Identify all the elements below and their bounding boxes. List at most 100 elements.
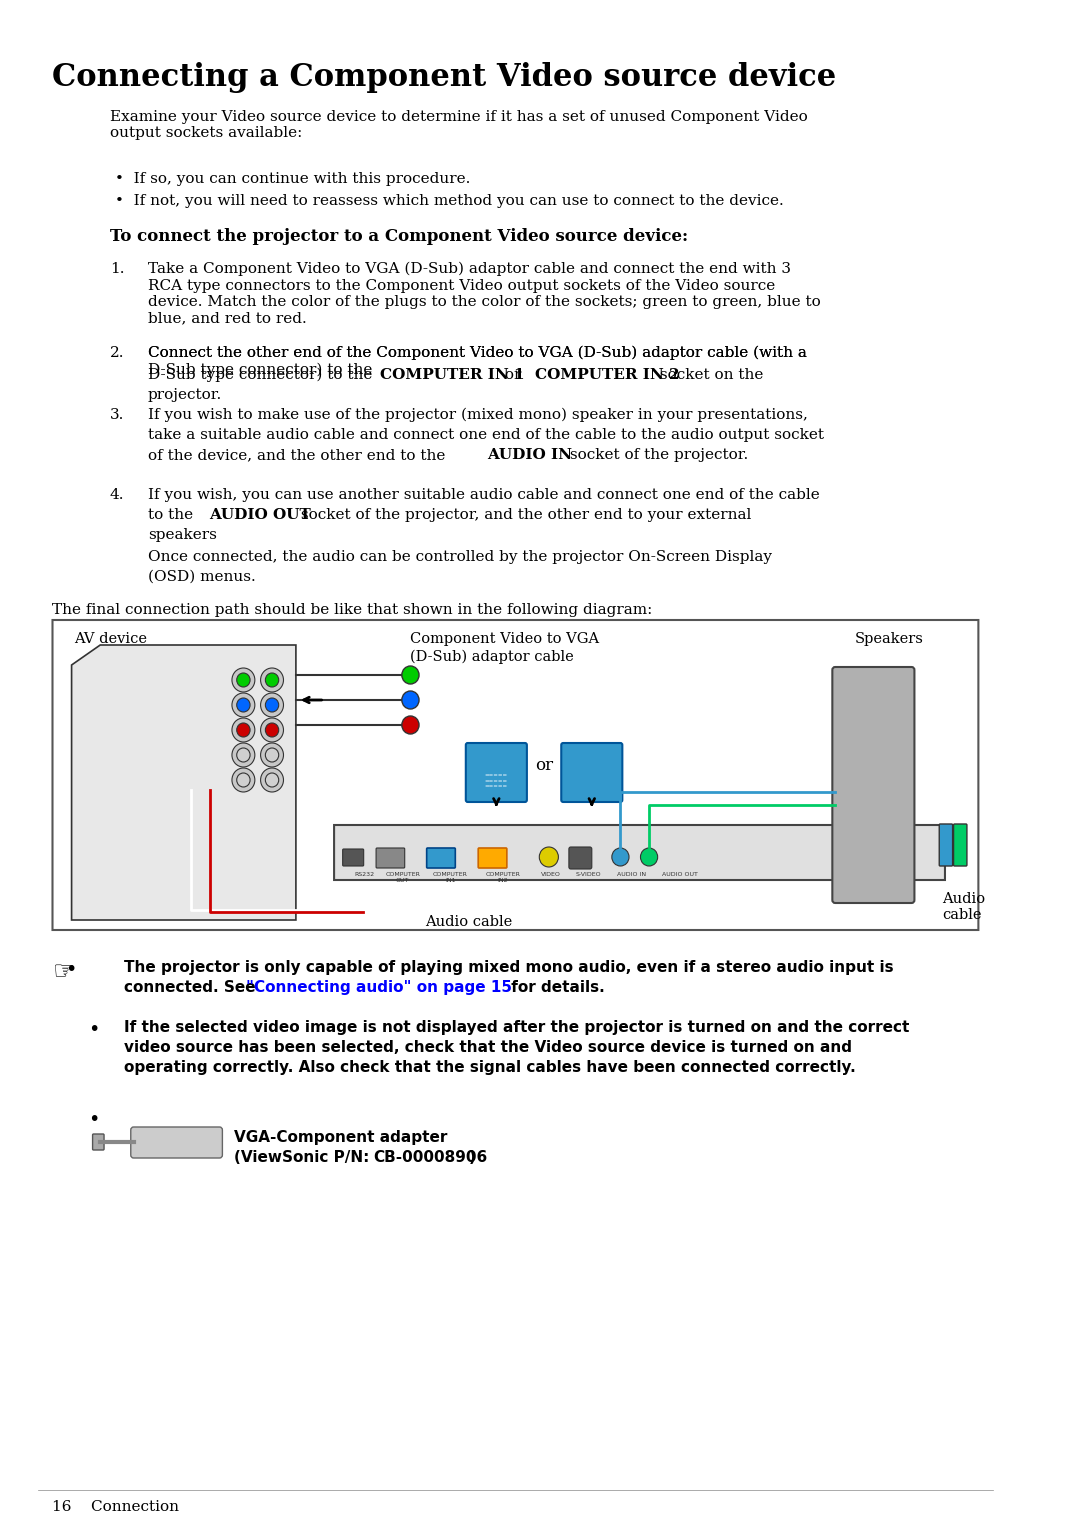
Circle shape bbox=[237, 673, 251, 687]
FancyBboxPatch shape bbox=[833, 667, 915, 904]
Text: D-Sub type connector) to the: D-Sub type connector) to the bbox=[148, 368, 377, 382]
Text: •: • bbox=[87, 1110, 99, 1128]
Text: COMPUTER IN 1: COMPUTER IN 1 bbox=[380, 368, 525, 382]
Circle shape bbox=[612, 849, 629, 865]
Circle shape bbox=[402, 716, 419, 734]
FancyBboxPatch shape bbox=[427, 849, 456, 868]
Circle shape bbox=[237, 774, 251, 787]
FancyBboxPatch shape bbox=[342, 849, 364, 865]
Text: Take a Component Video to VGA (D-Sub) adaptor cable and connect the end with 3
R: Take a Component Video to VGA (D-Sub) ad… bbox=[148, 261, 821, 326]
Text: •: • bbox=[87, 1020, 99, 1040]
Text: The final connection path should be like that shown in the following diagram:: The final connection path should be like… bbox=[53, 602, 653, 618]
Text: Speakers: Speakers bbox=[854, 631, 923, 645]
Text: or: or bbox=[535, 757, 553, 774]
FancyBboxPatch shape bbox=[569, 847, 592, 868]
Text: of the device, and the other end to the: of the device, and the other end to the bbox=[148, 448, 450, 462]
Text: To connect the projector to a Component Video source device:: To connect the projector to a Component … bbox=[110, 228, 688, 245]
Circle shape bbox=[232, 743, 255, 768]
Text: connected. See: connected. See bbox=[124, 980, 261, 995]
Circle shape bbox=[266, 673, 279, 687]
Circle shape bbox=[539, 847, 558, 867]
Text: •  If so, you can continue with this procedure.: • If so, you can continue with this proc… bbox=[114, 171, 470, 187]
Text: (D-Sub) adaptor cable: (D-Sub) adaptor cable bbox=[410, 650, 575, 665]
Text: Examine your Video source device to determine if it has a set of unused Componen: Examine your Video source device to dete… bbox=[110, 110, 808, 141]
Text: (OSD) menus.: (OSD) menus. bbox=[148, 570, 256, 584]
Circle shape bbox=[640, 849, 658, 865]
Text: Component Video to VGA: Component Video to VGA bbox=[410, 631, 599, 645]
Text: If the selected video image is not displayed after the projector is turned on an: If the selected video image is not displ… bbox=[124, 1020, 909, 1035]
Circle shape bbox=[232, 768, 255, 792]
Text: socket on the: socket on the bbox=[654, 368, 764, 382]
Text: AUDIO IN: AUDIO IN bbox=[618, 872, 647, 878]
Text: COMPUTER
IN1: COMPUTER IN1 bbox=[433, 872, 468, 882]
Text: VGA-Component adapter: VGA-Component adapter bbox=[234, 1130, 447, 1145]
Text: 16    Connection: 16 Connection bbox=[53, 1500, 179, 1514]
Circle shape bbox=[266, 699, 279, 713]
Text: (ViewSonic P/N:: (ViewSonic P/N: bbox=[234, 1150, 375, 1165]
Text: COMPUTER
IN2: COMPUTER IN2 bbox=[486, 872, 521, 882]
Text: 1.: 1. bbox=[110, 261, 124, 277]
Text: Connecting a Component Video source device: Connecting a Component Video source devi… bbox=[53, 63, 837, 93]
Circle shape bbox=[260, 719, 283, 742]
Text: socket of the projector, and the other end to your external: socket of the projector, and the other e… bbox=[296, 508, 751, 521]
Text: CB-00008906: CB-00008906 bbox=[373, 1150, 487, 1165]
Text: take a suitable audio cable and connect one end of the cable to the audio output: take a suitable audio cable and connect … bbox=[148, 428, 824, 442]
Text: video source has been selected, check that the Video source device is turned on : video source has been selected, check th… bbox=[124, 1040, 852, 1055]
Text: ): ) bbox=[469, 1150, 475, 1165]
Text: If you wish to make use of the projector (mixed mono) speaker in your presentati: If you wish to make use of the projector… bbox=[148, 408, 808, 422]
Text: 3.: 3. bbox=[110, 408, 124, 422]
Text: "Connecting audio" on page 15: "Connecting audio" on page 15 bbox=[245, 980, 512, 995]
Circle shape bbox=[260, 768, 283, 792]
FancyBboxPatch shape bbox=[376, 849, 405, 868]
FancyBboxPatch shape bbox=[562, 743, 622, 803]
FancyBboxPatch shape bbox=[954, 824, 967, 865]
FancyBboxPatch shape bbox=[53, 619, 978, 930]
Text: S-VIDEO: S-VIDEO bbox=[576, 872, 602, 878]
FancyBboxPatch shape bbox=[334, 826, 945, 881]
Text: If you wish, you can use another suitable audio cable and connect one end of the: If you wish, you can use another suitabl… bbox=[148, 488, 820, 502]
Text: AUDIO OUT: AUDIO OUT bbox=[662, 872, 698, 878]
Circle shape bbox=[232, 693, 255, 717]
Circle shape bbox=[237, 748, 251, 761]
Circle shape bbox=[260, 668, 283, 693]
Text: AUDIO IN: AUDIO IN bbox=[487, 448, 571, 462]
Text: D-Sub type connector) to the: D-Sub type connector) to the bbox=[148, 368, 377, 382]
Text: =====
=====
=====: ===== ===== ===== bbox=[485, 774, 508, 789]
Text: to the: to the bbox=[148, 508, 198, 521]
Text: speakers: speakers bbox=[148, 528, 217, 541]
Circle shape bbox=[402, 691, 419, 709]
Circle shape bbox=[266, 748, 279, 761]
Text: Audio cable: Audio cable bbox=[424, 914, 512, 930]
Text: COMPUTER
OUT: COMPUTER OUT bbox=[386, 872, 420, 882]
Text: Connect the other end of the Component Video to VGA (D-Sub) adaptor cable (with : Connect the other end of the Component V… bbox=[148, 346, 807, 378]
Text: VIDEO: VIDEO bbox=[541, 872, 561, 878]
FancyBboxPatch shape bbox=[465, 743, 527, 803]
FancyBboxPatch shape bbox=[93, 1135, 104, 1150]
Text: projector.: projector. bbox=[148, 388, 222, 402]
Text: 4.: 4. bbox=[110, 488, 124, 502]
Text: COMPUTER IN 2: COMPUTER IN 2 bbox=[535, 368, 679, 382]
Circle shape bbox=[266, 774, 279, 787]
Text: operating correctly. Also check that the signal cables have been connected corre: operating correctly. Also check that the… bbox=[124, 1060, 855, 1075]
Circle shape bbox=[232, 719, 255, 742]
Circle shape bbox=[232, 668, 255, 693]
Text: RS232: RS232 bbox=[354, 872, 375, 878]
Circle shape bbox=[402, 667, 419, 683]
Text: Audio
cable: Audio cable bbox=[942, 891, 985, 922]
Circle shape bbox=[260, 743, 283, 768]
FancyBboxPatch shape bbox=[940, 824, 953, 865]
Text: AV device: AV device bbox=[75, 631, 148, 645]
Text: AUDIO OUT: AUDIO OUT bbox=[208, 508, 311, 521]
Text: Once connected, the audio can be controlled by the projector On-Screen Display: Once connected, the audio can be control… bbox=[148, 550, 772, 564]
Text: Connect the other end of the Component Video to VGA (D-Sub) adaptor cable (with : Connect the other end of the Component V… bbox=[148, 346, 807, 361]
Text: ☞: ☞ bbox=[53, 960, 75, 985]
Circle shape bbox=[260, 693, 283, 717]
Text: •  If not, you will need to reassess which method you can use to connect to the : • If not, you will need to reassess whic… bbox=[114, 194, 783, 208]
Text: The projector is only capable of playing mixed mono audio, even if a stereo audi: The projector is only capable of playing… bbox=[124, 960, 894, 976]
FancyBboxPatch shape bbox=[131, 1127, 222, 1157]
Text: socket of the projector.: socket of the projector. bbox=[565, 448, 748, 462]
Circle shape bbox=[237, 723, 251, 737]
Text: 2.: 2. bbox=[110, 346, 124, 359]
FancyBboxPatch shape bbox=[478, 849, 507, 868]
Polygon shape bbox=[71, 645, 296, 920]
